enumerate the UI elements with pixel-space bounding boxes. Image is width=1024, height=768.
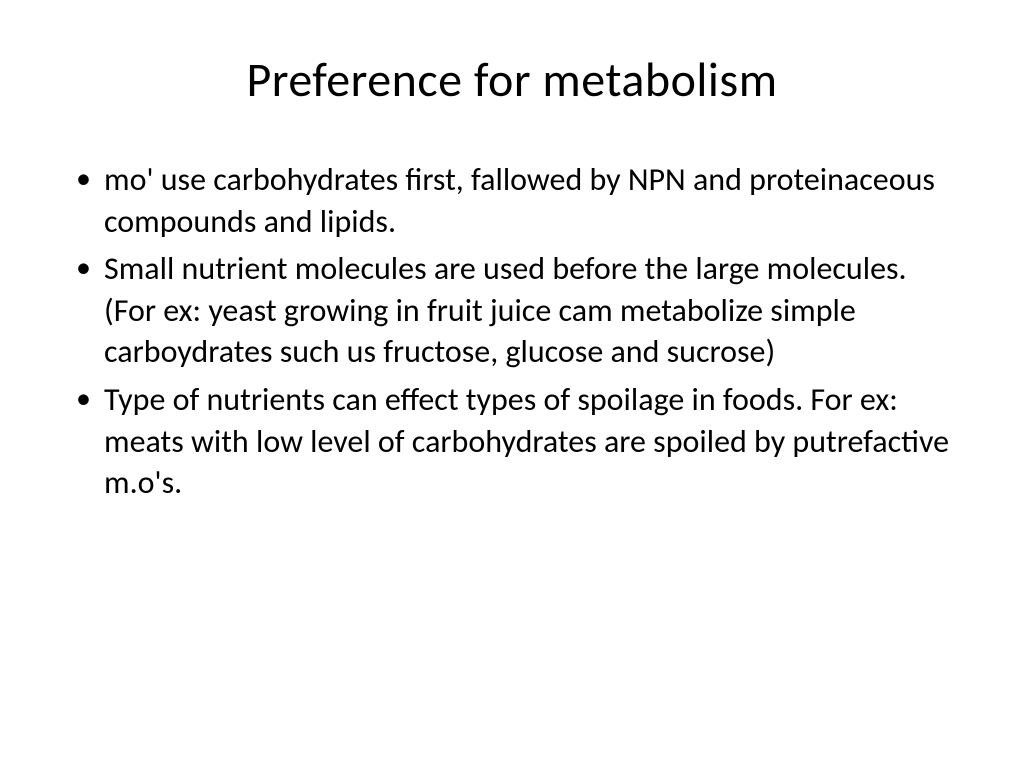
- list-item: Type of nutrients can effect types of sp…: [70, 379, 964, 504]
- list-item: Small nutrient molecules are used before…: [70, 248, 964, 373]
- list-item: mo' use carbohydrates first, fallowed by…: [70, 159, 964, 242]
- slide-title: Preference for metabolism: [60, 50, 964, 109]
- slide: Preference for metabolism mo' use carboh…: [0, 0, 1024, 768]
- bullet-list: mo' use carbohydrates first, fallowed by…: [60, 159, 964, 504]
